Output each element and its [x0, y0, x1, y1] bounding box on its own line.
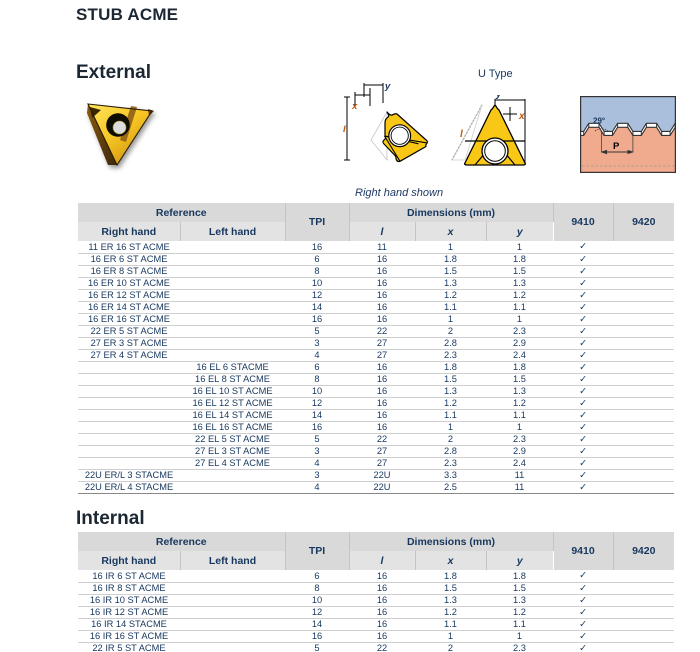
svg-text:P: P [613, 141, 620, 152]
svg-text:y: y [384, 81, 391, 92]
svg-text:l: l [343, 124, 346, 135]
svg-text:29°: 29° [593, 117, 605, 126]
svg-text:x: x [518, 111, 525, 122]
svg-text:y: y [495, 95, 502, 100]
svg-text:x: x [351, 101, 358, 112]
svg-text:l: l [460, 129, 463, 140]
